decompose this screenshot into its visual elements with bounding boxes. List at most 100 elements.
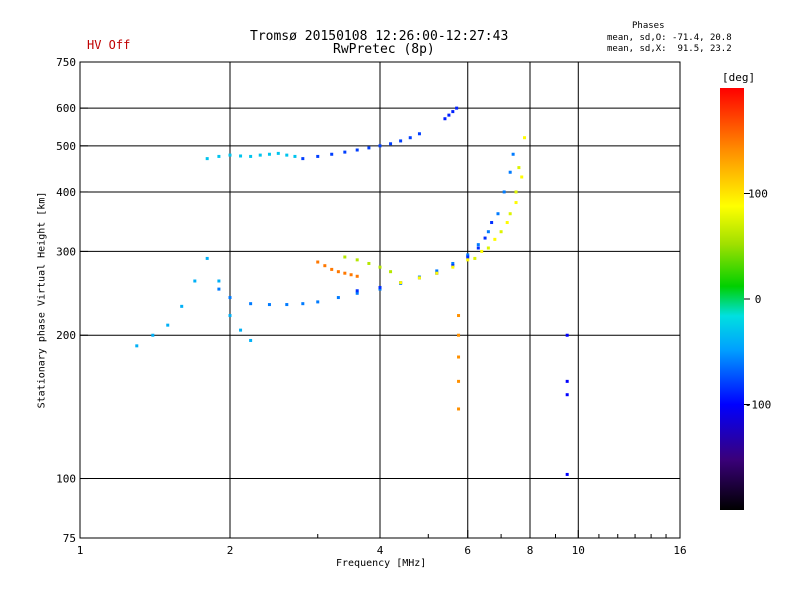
data-point <box>205 157 209 161</box>
data-point <box>476 246 480 250</box>
data-point <box>476 243 480 247</box>
data-point <box>330 152 334 156</box>
data-point <box>514 201 518 205</box>
data-point <box>378 144 382 148</box>
data-point <box>480 249 484 253</box>
y-axis-ticks: 75 100 200 300 400 500 600 750 <box>56 56 88 545</box>
data-point <box>378 287 382 291</box>
phases-title: Phases <box>632 21 665 31</box>
data-point <box>486 246 490 250</box>
data-point <box>217 154 221 158</box>
data-point <box>258 153 262 157</box>
data-point <box>367 146 371 150</box>
data-point <box>217 279 221 283</box>
title-line1: Tromsø 20150108 12:26:00-12:27:43 <box>250 29 509 44</box>
hv-status: HV Off <box>87 38 131 52</box>
data-point <box>228 296 232 300</box>
data-point <box>285 153 289 157</box>
x-tick-label: 2 <box>227 544 234 557</box>
data-point <box>565 472 569 476</box>
data-point <box>267 303 271 307</box>
y-tick-label: 75 <box>63 532 76 545</box>
title-line2: RwPretec (8p) <box>333 42 435 57</box>
x-tick-label: 1 <box>77 544 84 557</box>
data-point <box>466 258 470 262</box>
data-point <box>565 333 569 337</box>
data-point <box>508 212 512 216</box>
data-point <box>301 302 305 306</box>
scatter-points <box>135 106 569 476</box>
data-point <box>443 117 447 121</box>
data-point <box>355 274 359 278</box>
data-point <box>343 271 347 275</box>
colorbar-ticks: 100 0 -100 <box>744 188 771 412</box>
data-point <box>378 285 382 289</box>
data-point <box>228 314 232 318</box>
data-point <box>367 261 371 265</box>
y-tick-label: 200 <box>56 329 76 342</box>
x-axis-ticks: 1 2 4 6 8 10 16 <box>77 530 687 557</box>
data-point <box>466 253 470 257</box>
colorbar-unit-label: [deg] <box>722 71 756 84</box>
data-point <box>490 221 494 225</box>
colorbar <box>720 88 744 510</box>
data-point <box>217 287 221 291</box>
data-point <box>378 265 382 269</box>
data-point <box>451 261 455 265</box>
colorbar-tick-label: -100 <box>745 399 772 412</box>
data-point <box>455 106 459 110</box>
data-point <box>276 151 280 155</box>
data-point <box>466 255 470 259</box>
data-point <box>135 344 139 348</box>
data-point <box>355 148 359 152</box>
y-tick-label: 600 <box>56 102 76 115</box>
data-point <box>330 267 334 271</box>
data-point <box>249 338 253 342</box>
data-point <box>417 276 421 280</box>
data-point <box>457 407 461 411</box>
y-tick-label: 300 <box>56 245 76 258</box>
colorbar-tick-label: 0 <box>755 293 762 306</box>
data-point <box>323 264 327 268</box>
data-point <box>457 314 461 318</box>
data-point <box>267 152 271 156</box>
y-tick-label: 100 <box>56 473 76 486</box>
data-point <box>514 190 518 194</box>
data-point <box>486 230 490 234</box>
data-point <box>451 265 455 269</box>
data-point <box>435 269 439 273</box>
data-point <box>293 154 297 158</box>
data-point <box>447 113 451 117</box>
x-tick-label: 10 <box>572 544 585 557</box>
data-point <box>151 333 155 337</box>
data-point <box>457 355 461 359</box>
data-point <box>355 291 359 295</box>
data-point <box>520 175 524 179</box>
data-point <box>508 170 512 174</box>
data-point <box>451 110 455 114</box>
data-point <box>483 236 487 240</box>
x-tick-label: 8 <box>527 544 534 557</box>
data-point <box>473 256 477 260</box>
phases-o-stats: mean, sd,O: -71.4, 20.8 <box>607 33 732 43</box>
data-point <box>166 323 170 327</box>
data-point <box>565 379 569 383</box>
data-point <box>355 289 359 293</box>
data-point <box>493 237 497 241</box>
y-tick-label: 750 <box>56 56 76 69</box>
data-point <box>435 271 439 275</box>
data-point <box>399 139 403 143</box>
data-point <box>523 136 527 140</box>
data-point <box>399 281 403 285</box>
data-point <box>301 157 305 161</box>
data-point <box>565 393 569 397</box>
x-tick-label: 4 <box>377 544 384 557</box>
data-point <box>389 142 393 146</box>
data-point <box>336 296 340 300</box>
data-point <box>389 270 393 274</box>
data-point <box>499 230 503 234</box>
data-point <box>316 154 320 158</box>
data-point <box>239 328 243 332</box>
x-axis-label: Frequency [MHz] <box>336 558 427 569</box>
data-point <box>285 303 289 307</box>
